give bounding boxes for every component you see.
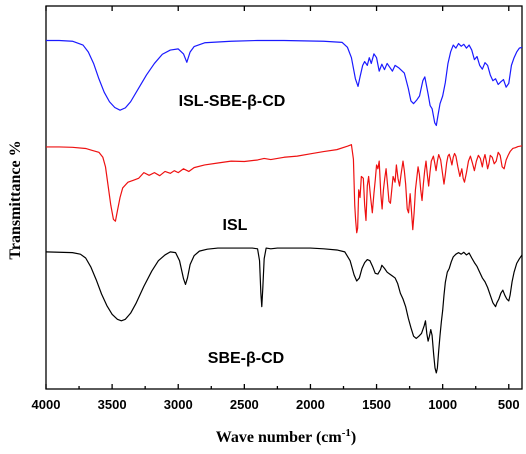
x-tick-label: 2000 [296, 397, 325, 412]
x-tick-label: 500 [498, 397, 520, 412]
x-axis-title-close: ) [351, 429, 356, 446]
series-line-0 [46, 39, 523, 127]
x-tick-label: 4000 [32, 397, 61, 412]
series-label-2: SBE-β-CD [208, 350, 284, 367]
series-line-2 [45, 247, 523, 374]
x-axis-title-superscript: -1 [342, 427, 351, 439]
series-line-1 [46, 144, 523, 234]
series-annotations: ISL-SBE-β-CD ISL SBE-β-CD [179, 93, 286, 367]
x-axis-title-main: Wave number (cm [216, 429, 343, 446]
y-axis-title: Transmittance % [7, 140, 24, 259]
x-tick-label: 2500 [230, 397, 259, 412]
series-label-1: ISL [223, 217, 248, 234]
x-tick-label: 3500 [98, 397, 127, 412]
x-tick-label: 1500 [362, 397, 391, 412]
x-tick-label: 1000 [428, 397, 457, 412]
plot-frame-rect [45, 5, 523, 390]
x-axis-title: Wave number (cm-1) [216, 427, 356, 446]
spectra-series [45, 39, 523, 374]
x-tick-label: 3000 [164, 397, 193, 412]
plot-frame [45, 5, 523, 390]
x-axis-ticks: 4000 3500 3000 2500 2000 1500 1000 500 [32, 6, 520, 412]
series-label-0: ISL-SBE-β-CD [179, 93, 286, 110]
